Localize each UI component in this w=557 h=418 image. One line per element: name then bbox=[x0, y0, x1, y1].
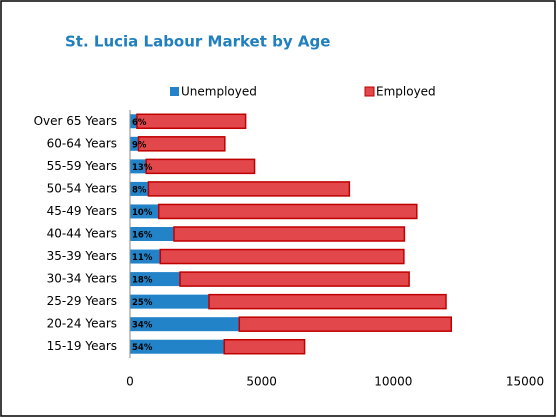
legend-swatch bbox=[170, 87, 179, 96]
y-tick-label: 40-44 Years bbox=[47, 227, 117, 241]
x-tick-label: 10000 bbox=[374, 375, 412, 389]
bar-segment bbox=[130, 159, 147, 174]
bar-segment bbox=[130, 136, 139, 151]
legend-label: Employed bbox=[376, 85, 436, 99]
y-tick-label: 50-54 Years bbox=[47, 181, 117, 195]
y-tick-label: 55-59 Years bbox=[47, 159, 117, 173]
data-label: 25% bbox=[132, 298, 153, 308]
x-tick-label: 15000 bbox=[506, 375, 544, 389]
data-label: 9% bbox=[132, 140, 147, 150]
bar-segment bbox=[130, 249, 161, 264]
x-tick-label: 5000 bbox=[246, 375, 277, 389]
data-label: 13% bbox=[132, 163, 153, 173]
data-label: 34% bbox=[132, 321, 153, 331]
y-tick-label: 15-19 Years bbox=[47, 339, 117, 353]
legend-label: Unemployed bbox=[181, 85, 257, 99]
bar-segment bbox=[238, 316, 453, 332]
bar-segment bbox=[130, 204, 159, 219]
bar-segment bbox=[157, 203, 418, 220]
y-tick-label: Over 65 Years bbox=[34, 114, 117, 128]
bar-segment bbox=[130, 181, 149, 196]
bar-segment bbox=[179, 271, 410, 287]
bar-segment bbox=[137, 136, 226, 152]
bar-segment bbox=[130, 317, 240, 332]
y-tick-label: 60-64 Years bbox=[47, 136, 117, 150]
chart-title: St. Lucia Labour Market by Age bbox=[65, 33, 330, 51]
data-label: 54% bbox=[132, 343, 153, 353]
bar-segment bbox=[223, 338, 306, 355]
bar-segment bbox=[159, 248, 405, 265]
bar-segment bbox=[130, 227, 174, 241]
bar-segment bbox=[130, 339, 225, 354]
x-tick-label: 0 bbox=[126, 375, 134, 389]
data-label: 8% bbox=[132, 185, 147, 195]
legend-swatch bbox=[364, 86, 375, 97]
bar-segment bbox=[208, 293, 447, 310]
y-tick-label: 30-34 Years bbox=[47, 272, 117, 286]
data-label: 18% bbox=[132, 276, 153, 286]
bar-segment bbox=[130, 114, 137, 129]
y-tick-label: 45-49 Years bbox=[47, 204, 117, 218]
bar-segment bbox=[130, 272, 181, 287]
bar-segment bbox=[147, 181, 351, 197]
data-label: 11% bbox=[132, 253, 153, 263]
bar-segment bbox=[173, 226, 406, 242]
data-label: 6% bbox=[132, 118, 147, 128]
y-tick-label: 20-24 Years bbox=[47, 317, 117, 331]
y-tick-label: 25-29 Years bbox=[47, 294, 117, 308]
bar-segment bbox=[145, 158, 256, 175]
data-label: 10% bbox=[132, 208, 153, 218]
bar-segment bbox=[130, 294, 209, 309]
data-label: 16% bbox=[132, 231, 153, 241]
y-tick-label: 35-39 Years bbox=[47, 249, 117, 263]
bar-segment bbox=[136, 113, 247, 130]
